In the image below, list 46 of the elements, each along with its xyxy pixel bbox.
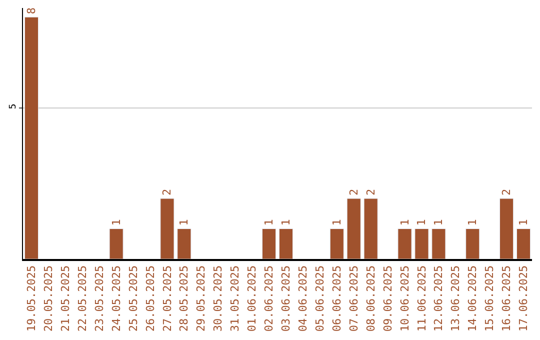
data-label: 2 — [347, 188, 360, 196]
data-label: 1 — [178, 219, 191, 226]
data-label: 1 — [262, 219, 276, 226]
x-tick-label: 22.05.2025 — [76, 265, 89, 332]
x-tick-label: 31.05.2025 — [228, 265, 242, 332]
data-label: 8 — [24, 7, 38, 14]
data-label: 1 — [517, 219, 530, 226]
x-tick-label: 03.06.2025 — [280, 265, 293, 332]
x-tick-label: 02.06.2025 — [262, 265, 276, 332]
x-tick-label: 15.06.2025 — [483, 265, 496, 332]
x-tick-label: 08.06.2025 — [364, 265, 378, 332]
data-label: 2 — [364, 188, 378, 196]
x-tick-label: 29.05.2025 — [194, 265, 208, 332]
data-label: 2 — [160, 188, 174, 196]
data-label: 1 — [330, 219, 344, 226]
x-tick-label: 20.05.2025 — [42, 265, 56, 332]
y-tick-label: 5 — [8, 104, 18, 110]
x-tick-label: 26.05.2025 — [144, 265, 157, 332]
x-tick-label: 16.06.2025 — [500, 265, 514, 332]
x-tick-label: 14.06.2025 — [466, 265, 480, 332]
x-tick-label: 09.06.2025 — [381, 265, 394, 332]
x-tick-label: 04.06.2025 — [296, 265, 310, 332]
data-label: 1 — [110, 219, 123, 226]
x-tick-label: 21.05.2025 — [58, 265, 72, 332]
x-tick-label: 05.06.2025 — [313, 265, 326, 332]
x-tick-label: 13.06.2025 — [449, 265, 462, 332]
x-tick-label: 06.06.2025 — [330, 265, 344, 332]
x-tick-label: 12.06.2025 — [432, 265, 446, 332]
x-tick-label: 07.06.2025 — [347, 265, 360, 332]
x-tick-label: 11.06.2025 — [415, 265, 428, 332]
x-tick-label: 10.06.2025 — [398, 265, 412, 332]
x-tick-label: 19.05.2025 — [25, 265, 38, 332]
x-tick-label: 28.05.2025 — [178, 265, 191, 332]
data-label: 1 — [279, 219, 292, 226]
x-tick-label: 23.05.2025 — [92, 265, 106, 332]
x-tick-label: 01.06.2025 — [246, 265, 259, 332]
data-label: 1 — [466, 219, 480, 226]
x-tick-label: 17.06.2025 — [517, 265, 530, 332]
x-tick-label: 27.05.2025 — [160, 265, 174, 332]
data-label: 1 — [415, 219, 428, 226]
x-tick-label: 25.05.2025 — [126, 265, 140, 332]
data-label: 1 — [398, 219, 412, 226]
data-label: 2 — [500, 188, 514, 196]
data-label: 1 — [432, 219, 446, 226]
x-tick-label: 24.05.2025 — [110, 265, 123, 332]
x-tick-label: 30.05.2025 — [212, 265, 225, 332]
